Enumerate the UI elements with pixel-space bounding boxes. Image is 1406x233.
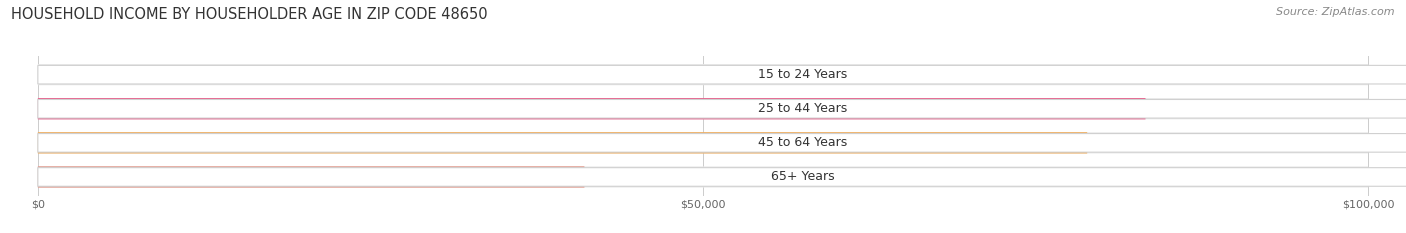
FancyBboxPatch shape bbox=[38, 132, 1368, 154]
Text: 65+ Years: 65+ Years bbox=[770, 171, 835, 183]
FancyBboxPatch shape bbox=[38, 98, 1368, 119]
Text: $78,882: $78,882 bbox=[1017, 138, 1067, 148]
FancyBboxPatch shape bbox=[38, 65, 1406, 84]
Text: 15 to 24 Years: 15 to 24 Years bbox=[758, 68, 848, 81]
FancyBboxPatch shape bbox=[38, 132, 1087, 154]
Text: $41,087: $41,087 bbox=[513, 172, 564, 182]
Text: HOUSEHOLD INCOME BY HOUSEHOLDER AGE IN ZIP CODE 48650: HOUSEHOLD INCOME BY HOUSEHOLDER AGE IN Z… bbox=[11, 7, 488, 22]
Text: 45 to 64 Years: 45 to 64 Years bbox=[758, 136, 848, 149]
FancyBboxPatch shape bbox=[38, 98, 1146, 119]
Text: Source: ZipAtlas.com: Source: ZipAtlas.com bbox=[1277, 7, 1395, 17]
FancyBboxPatch shape bbox=[38, 99, 1406, 118]
FancyBboxPatch shape bbox=[38, 134, 1406, 152]
Text: $83,264: $83,264 bbox=[1074, 104, 1126, 114]
FancyBboxPatch shape bbox=[38, 168, 1406, 186]
FancyBboxPatch shape bbox=[38, 166, 585, 188]
Text: 25 to 44 Years: 25 to 44 Years bbox=[758, 102, 848, 115]
FancyBboxPatch shape bbox=[38, 166, 1368, 188]
FancyBboxPatch shape bbox=[38, 64, 1368, 85]
